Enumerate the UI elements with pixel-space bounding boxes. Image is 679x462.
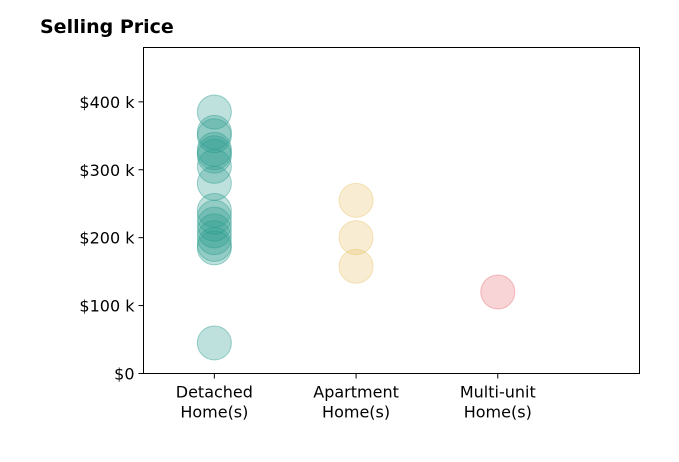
- data-point: [196, 131, 232, 167]
- data-point: [338, 248, 374, 284]
- x-tick-label: Detached Home(s): [176, 383, 253, 422]
- data-point: [196, 226, 232, 262]
- data-point: [338, 182, 374, 218]
- x-tick-label: Multi-unit Home(s): [460, 383, 536, 422]
- data-point: [196, 138, 232, 174]
- data-point: [196, 213, 232, 249]
- data-point: [196, 193, 232, 228]
- data-point: [196, 220, 232, 256]
- data-point: [338, 220, 374, 256]
- data-point: [196, 135, 232, 171]
- data-point: [196, 94, 232, 130]
- data-point: [196, 325, 232, 361]
- data-point: [196, 206, 232, 242]
- data-point: [196, 114, 232, 150]
- y-tick-label: $300 k: [79, 161, 135, 180]
- y-tick-label: $200 k: [79, 229, 135, 248]
- data-point: [196, 230, 232, 266]
- plot-frame: [143, 47, 640, 374]
- y-tick-label: $400 k: [79, 93, 135, 112]
- x-axis: Detached Home(s) Apartment Home(s) Multi-uni…: [176, 373, 536, 422]
- data-point: [196, 199, 232, 235]
- data-point: [196, 148, 232, 184]
- data-point: [196, 118, 232, 154]
- y-axis: $0 $100 k $200 k $300 k $400 k: [79, 93, 144, 384]
- x-tick-label: Apartment Home(s): [313, 383, 399, 422]
- y-tick-label: $100 k: [79, 297, 135, 316]
- data-point: [196, 165, 232, 201]
- chart-title: Selling Price: [40, 16, 174, 38]
- data-points: [196, 94, 516, 361]
- y-tick-label: $0: [114, 365, 134, 384]
- data-point: [480, 274, 516, 310]
